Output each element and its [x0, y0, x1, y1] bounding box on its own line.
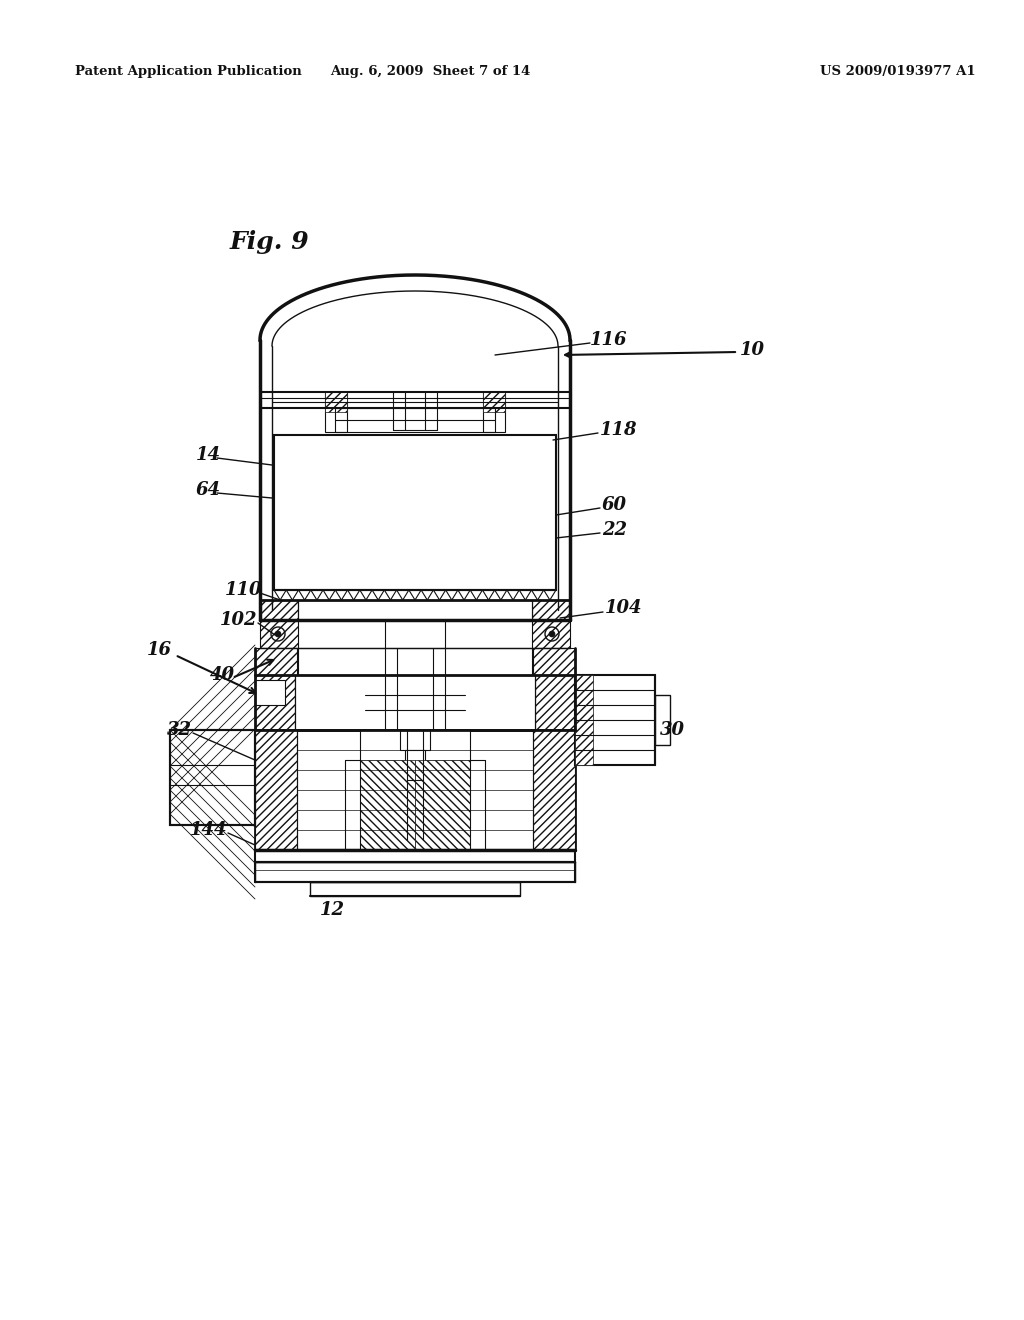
Bar: [170, 730, 255, 825]
Text: 64: 64: [196, 480, 221, 499]
Bar: [534, 648, 575, 675]
Bar: [310, 882, 520, 896]
Circle shape: [549, 631, 555, 638]
Text: 40: 40: [210, 667, 234, 684]
Circle shape: [275, 631, 281, 638]
Bar: [534, 730, 575, 850]
Bar: [575, 675, 655, 766]
Bar: [360, 730, 470, 760]
Bar: [255, 862, 575, 882]
Bar: [575, 675, 593, 766]
Bar: [255, 730, 575, 850]
Text: US 2009/0193977 A1: US 2009/0193977 A1: [820, 66, 976, 78]
Text: 116: 116: [590, 331, 628, 348]
Text: 30: 30: [660, 721, 685, 739]
Text: Fig. 9: Fig. 9: [230, 230, 309, 253]
Bar: [255, 850, 575, 862]
Bar: [298, 648, 532, 675]
Bar: [532, 601, 570, 620]
Bar: [255, 730, 297, 850]
Text: 12: 12: [319, 902, 345, 919]
Bar: [298, 601, 532, 620]
Bar: [360, 760, 415, 850]
Bar: [260, 601, 298, 620]
Bar: [400, 730, 430, 750]
Bar: [295, 675, 535, 730]
Text: 144: 144: [190, 821, 227, 840]
Bar: [274, 436, 556, 590]
Bar: [255, 648, 297, 675]
Bar: [255, 680, 285, 705]
Text: 14: 14: [196, 446, 221, 465]
Bar: [483, 392, 505, 412]
Bar: [170, 730, 255, 825]
Text: 60: 60: [602, 496, 627, 513]
Text: 10: 10: [740, 341, 765, 359]
Text: 16: 16: [147, 642, 172, 659]
Bar: [325, 392, 347, 412]
Bar: [415, 760, 470, 850]
Bar: [260, 620, 298, 648]
Bar: [532, 620, 570, 648]
Text: 102: 102: [220, 611, 257, 630]
Bar: [325, 392, 347, 432]
Bar: [406, 750, 425, 775]
Bar: [655, 696, 670, 744]
Bar: [535, 675, 575, 730]
Text: 118: 118: [600, 421, 638, 440]
Bar: [255, 675, 295, 730]
Text: 32: 32: [167, 721, 193, 739]
Text: 110: 110: [225, 581, 262, 599]
Text: 22: 22: [602, 521, 627, 539]
Bar: [483, 392, 505, 432]
Text: Patent Application Publication: Patent Application Publication: [75, 66, 302, 78]
Text: 104: 104: [605, 599, 642, 616]
Text: Aug. 6, 2009  Sheet 7 of 14: Aug. 6, 2009 Sheet 7 of 14: [330, 66, 530, 78]
